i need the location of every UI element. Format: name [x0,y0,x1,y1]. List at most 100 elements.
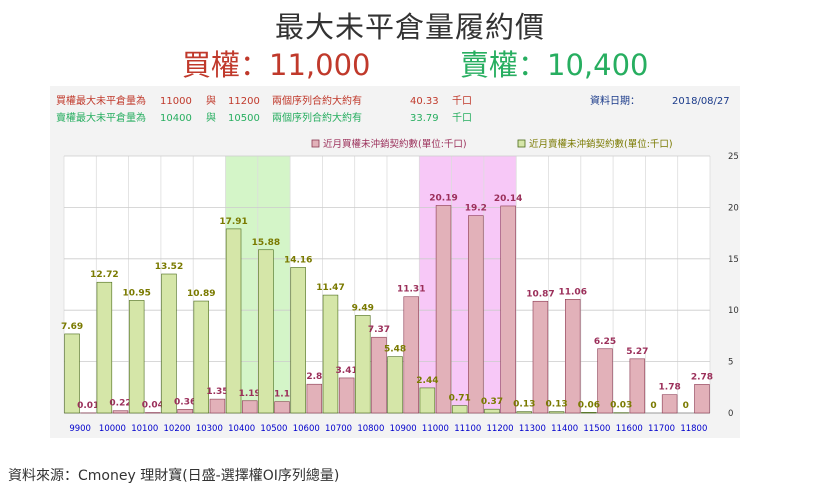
put-value-label: 7.69 [61,322,83,332]
put-value-label: 0.03 [610,401,632,411]
y-tick-label: 5 [728,358,733,368]
x-tick-label: 10400 [228,424,255,434]
put-strike-b: 10500 [228,113,260,124]
call-value-label: 7.37 [368,325,390,335]
y-tick-label: 15 [728,255,739,265]
call-value-label: 20.14 [494,194,522,204]
x-tick-label: 10100 [131,424,158,434]
call-bar [112,410,129,414]
call-value-label: 20.19 [429,193,457,203]
put-value-label: 15.88 [252,238,280,248]
call-bar [532,300,549,414]
x-tick-label: 11600 [616,424,643,434]
put-value-label: 0 [683,401,689,411]
call-bar [403,296,419,414]
call-value-label: 1.35 [206,387,228,397]
call-bar [306,383,323,414]
put-headline: 賣權：10,400 [460,48,649,82]
call-bar [468,215,484,414]
put-bar [355,315,371,414]
info-line-put: 賣權最大未平倉量為 10400 與 10500 兩個序列合約大約有 33.79 … [56,111,472,124]
legend-call-swatch [311,139,320,148]
put-value-label: 10.95 [122,288,150,298]
put-bar [548,411,565,414]
put-bar [516,411,533,414]
put-bar [225,228,242,414]
put-value-label: 9.49 [352,303,374,313]
x-tick-label: 11100 [454,424,481,434]
call-bar [177,408,193,414]
put-bar [290,267,306,414]
put-info-label: 賣權最大未平倉量為 [56,111,146,124]
legend-put-swatch [517,139,526,148]
y-tick-label: 0 [728,409,733,419]
call-bar [629,358,646,414]
call-value-label: 2.8 [306,372,322,382]
legend-call-label: 近月買權未沖銷契約數(單位:千口) [323,138,467,150]
call-value-label: 1.1 [274,390,290,400]
call-bar [338,377,355,414]
call-value-label: 19.2 [465,204,487,214]
x-tick-label: 11500 [583,424,610,434]
x-tick-label: 10900 [390,424,417,434]
x-tick-label: 11200 [487,424,514,434]
put-bar [322,294,339,414]
x-tick-label: 10600 [293,424,320,434]
call-value-label: 10.87 [526,289,554,299]
call-value-label: 11.31 [397,285,425,295]
put-bar [161,273,177,414]
call-info-value: 40.33 [410,96,439,107]
put-value-label: 0.37 [481,397,503,407]
call-value-label: 0.36 [174,397,196,407]
call-strike-a: 11000 [160,96,192,107]
call-bar [241,400,258,414]
call-info-mid: 兩個序列合約大約有 [272,94,362,107]
put-value-label: 0 [650,401,656,411]
call-bar [597,348,613,414]
x-tick-label: 10700 [325,424,352,434]
call-value-label: 1.19 [239,389,261,399]
oi-bar-chart: 買權最大未平倉量為 11000 與 11200 兩個序列合約大約有 40.33 … [50,86,740,438]
call-value-label: 0.04 [142,401,164,411]
date-value: 2018/08/27 [672,96,730,107]
put-strike-a: 10400 [160,113,192,124]
chart-panel: 買權最大未平倉量為 11000 與 11200 兩個序列合約大約有 40.33 … [50,86,740,438]
put-bar [387,356,403,414]
put-value-label: 0.71 [449,394,471,404]
x-tick-label: 11000 [422,424,449,434]
info-line-call: 買權最大未平倉量為 11000 與 11200 兩個序列合約大約有 40.33 … [56,94,472,107]
x-tick-label: 11700 [648,424,675,434]
call-value-label: 1.78 [659,383,681,393]
call-value-label: 5.27 [626,347,648,357]
call-headline: 買權：11,000 [182,48,371,82]
call-value-label: 0.01 [77,401,99,411]
put-value-label: 0.13 [513,400,535,410]
put-value-label: 14.16 [284,255,312,265]
call-value-label: 2.78 [691,372,713,382]
source-note: 資料來源：Cmoney 理財寶(日盛-選擇權OI序列總量) [8,468,340,484]
put-value-label: 2.44 [416,376,438,386]
call-bar [564,299,581,414]
x-tick-label: 10300 [196,424,223,434]
call-info-unit: 千口 [452,95,472,107]
put-value-label: 5.48 [384,345,406,355]
call-info-label: 買權最大未平倉量為 [56,94,146,107]
put-info-value: 33.79 [410,113,439,124]
call-value-label: 6.25 [594,337,616,347]
x-tick-label: 10000 [99,424,126,434]
call-max-highlight [419,156,517,413]
x-tick-label: 10500 [260,424,287,434]
put-and: 與 [206,111,216,124]
put-value-label: 11.47 [316,283,344,293]
call-value-label: 11.06 [558,287,586,297]
legend: 近月買權未沖銷契約數(單位:千口) 近月賣權未沖銷契約數(單位:千口) [311,138,673,150]
call-bar [661,394,678,414]
put-bar [64,333,80,414]
y-tick-label: 20 [728,203,739,213]
call-bar [371,336,387,414]
legend-put-label: 近月賣權未沖銷契約數(單位:千口) [529,138,673,150]
y-tick-label: 25 [728,152,739,162]
x-tick-label: 10200 [164,424,191,434]
call-and: 與 [206,94,216,107]
call-bar [500,205,516,414]
